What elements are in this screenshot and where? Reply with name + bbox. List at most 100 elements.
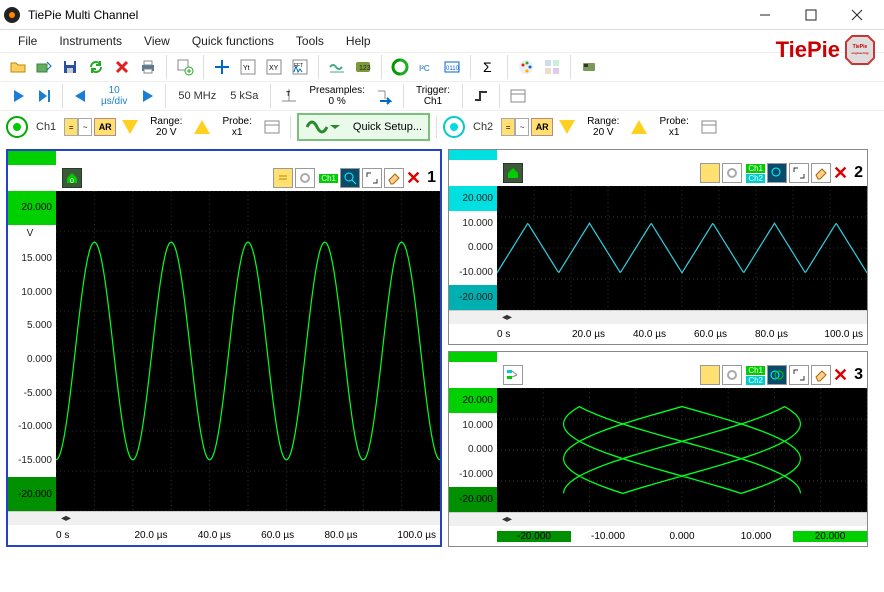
fft-button[interactable]: FFT bbox=[288, 55, 312, 79]
scope-3-plot[interactable] bbox=[497, 388, 867, 512]
scope-2-scrollbar[interactable]: ◂▸ bbox=[449, 310, 867, 324]
scope-3-close-button[interactable]: ✕ bbox=[833, 365, 848, 386]
scope-2-zoom-button[interactable] bbox=[767, 163, 787, 183]
scope-1-note-button[interactable] bbox=[273, 168, 293, 188]
minimize-button[interactable] bbox=[742, 0, 788, 30]
scope-2-link-button[interactable] bbox=[722, 163, 742, 183]
scope-1[interactable]: 0 Ch1 ✕ 1 20.000 V 15.000 10.000 5.000 0… bbox=[6, 149, 442, 547]
scope-2-yaxis[interactable]: 20.000 10.000 0.000 -10.000 -20.000 bbox=[449, 186, 497, 310]
palette-button[interactable] bbox=[514, 55, 538, 79]
single-button[interactable] bbox=[32, 84, 56, 108]
scope-3-link-button[interactable] bbox=[722, 365, 742, 385]
menu-instruments[interactable]: Instruments bbox=[49, 32, 132, 50]
scope-3-handle[interactable] bbox=[449, 352, 497, 362]
scope-2-home-button[interactable] bbox=[503, 163, 523, 183]
ch2-range-up-button[interactable] bbox=[627, 115, 651, 139]
ch2-enable-button[interactable] bbox=[443, 116, 465, 138]
scope-3[interactable]: Ch1Ch2 ✕ 3 20.000 10.000 0.000 -10.000 -… bbox=[448, 351, 868, 547]
scope-3-yaxis[interactable]: 20.000 10.000 0.000 -10.000 -20.000 bbox=[449, 388, 497, 512]
trigger-source[interactable]: Trigger: Ch1 bbox=[410, 85, 456, 107]
toolbar-main: Yt XY FFT 123 I²C 0110 Σ bbox=[0, 52, 884, 81]
scope-1-scrollbar[interactable]: ◂▸ bbox=[8, 511, 440, 525]
delete-button[interactable] bbox=[110, 55, 134, 79]
play-button[interactable] bbox=[6, 84, 30, 108]
ch1-coupling[interactable]: =~ bbox=[64, 118, 92, 136]
scope-2-xaxis[interactable]: 0 s 20.0 µs 40.0 µs 60.0 µs 80.0 µs 100.… bbox=[449, 324, 867, 344]
scope-2-expand-button[interactable] bbox=[789, 163, 809, 183]
scope-3-scrollbar[interactable]: ◂▸ bbox=[449, 512, 867, 526]
menu-file[interactable]: File bbox=[8, 32, 47, 50]
close-button[interactable] bbox=[834, 0, 880, 30]
scope-1-expand-button[interactable] bbox=[362, 168, 382, 188]
scope-3-note-button[interactable] bbox=[700, 365, 720, 385]
trigger-edge-button[interactable] bbox=[469, 84, 493, 108]
sum-button[interactable]: Σ bbox=[477, 55, 501, 79]
print-button[interactable] bbox=[136, 55, 160, 79]
open-button[interactable] bbox=[6, 55, 30, 79]
ch2-coupling[interactable]: =~ bbox=[501, 118, 529, 136]
scope-1-toolbar: 0 Ch1 ✕ 1 bbox=[8, 165, 440, 191]
presamples-icon[interactable]: T bbox=[277, 84, 301, 108]
ch1-range-up-button[interactable] bbox=[190, 115, 214, 139]
scope-1-xaxis[interactable]: 0 s 20.0 µs 40.0 µs 60.0 µs 80.0 µs 100.… bbox=[8, 525, 440, 545]
connect-button[interactable] bbox=[388, 55, 412, 79]
ch2-settings-button[interactable] bbox=[697, 115, 721, 139]
sample-clock[interactable]: 50 MHz bbox=[172, 90, 222, 102]
scope-1-home-button[interactable]: 0 bbox=[62, 168, 82, 188]
trigger-mode-icon[interactable] bbox=[373, 84, 397, 108]
ch2-probe[interactable]: Probe:x1 bbox=[653, 116, 694, 138]
xy-mode-button[interactable]: XY bbox=[262, 55, 286, 79]
scope-2-close-button[interactable]: ✕ bbox=[833, 163, 848, 184]
scope-1-link-button[interactable] bbox=[295, 168, 315, 188]
scope-1-zoom-button[interactable] bbox=[340, 168, 360, 188]
filter-button[interactable] bbox=[325, 55, 349, 79]
scope-3-xaxis[interactable]: -20.000 -10.000 0.000 10.000 20.000 bbox=[449, 526, 867, 546]
scope-2-plot[interactable] bbox=[497, 186, 867, 310]
temperature-button[interactable]: I²C bbox=[414, 55, 438, 79]
ch1-probe[interactable]: Probe:x1 bbox=[216, 116, 257, 138]
presamples[interactable]: Presamples: 0 % bbox=[303, 85, 371, 107]
trigger-settings-button[interactable] bbox=[506, 84, 530, 108]
refresh-button[interactable] bbox=[84, 55, 108, 79]
timebase-value[interactable]: 10 µs/div bbox=[95, 85, 133, 107]
menu-help[interactable]: Help bbox=[336, 32, 381, 50]
save-button[interactable] bbox=[58, 55, 82, 79]
grid-settings-button[interactable] bbox=[540, 55, 564, 79]
cursor-button[interactable] bbox=[210, 55, 234, 79]
serial-button[interactable]: 0110 bbox=[440, 55, 464, 79]
scope-1-erase-button[interactable] bbox=[384, 168, 404, 188]
scope-1-plot[interactable] bbox=[56, 191, 440, 511]
scope-2-handle[interactable] bbox=[449, 150, 497, 160]
scope-1-handle[interactable] bbox=[8, 151, 56, 165]
quick-setup-button[interactable]: Quick Setup... bbox=[297, 113, 430, 141]
maximize-button[interactable] bbox=[788, 0, 834, 30]
scope-3-expand-button[interactable] bbox=[789, 365, 809, 385]
scope-1-close-button[interactable]: ✕ bbox=[406, 168, 421, 189]
menu-view[interactable]: View bbox=[134, 32, 180, 50]
menu-tools[interactable]: Tools bbox=[286, 32, 334, 50]
hardware-button[interactable] bbox=[577, 55, 601, 79]
yt-mode-button[interactable]: Yt bbox=[236, 55, 260, 79]
timebase-faster-button[interactable] bbox=[135, 84, 159, 108]
meter-button[interactable]: 123 bbox=[351, 55, 375, 79]
record-length[interactable]: 5 kSa bbox=[224, 90, 264, 102]
ch1-range[interactable]: Range:20 V bbox=[144, 116, 188, 138]
ch2-range-down-button[interactable] bbox=[555, 115, 579, 139]
ch2-autorange-button[interactable]: AR bbox=[531, 118, 553, 136]
ch1-autorange-button[interactable]: AR bbox=[94, 118, 116, 136]
new-scope-button[interactable] bbox=[173, 55, 197, 79]
scope-2-note-button[interactable] bbox=[700, 163, 720, 183]
scope-3-xy-button[interactable] bbox=[767, 365, 787, 385]
ch1-range-down-button[interactable] bbox=[118, 115, 142, 139]
export-button[interactable] bbox=[32, 55, 56, 79]
ch2-range[interactable]: Range:20 V bbox=[581, 116, 625, 138]
scope-3-erase-button[interactable] bbox=[811, 365, 831, 385]
ch1-enable-button[interactable] bbox=[6, 116, 28, 138]
timebase-slower-button[interactable] bbox=[69, 84, 93, 108]
scope-3-sources-button[interactable] bbox=[503, 365, 523, 385]
ch1-settings-button[interactable] bbox=[260, 115, 284, 139]
menu-quick-functions[interactable]: Quick functions bbox=[182, 32, 284, 50]
scope-1-yaxis[interactable]: 20.000 V 15.000 10.000 5.000 0.000 -5.00… bbox=[8, 191, 56, 511]
scope-2[interactable]: Ch1Ch2 ✕ 2 20.000 10.000 0.000 -10.000 -… bbox=[448, 149, 868, 345]
scope-2-erase-button[interactable] bbox=[811, 163, 831, 183]
